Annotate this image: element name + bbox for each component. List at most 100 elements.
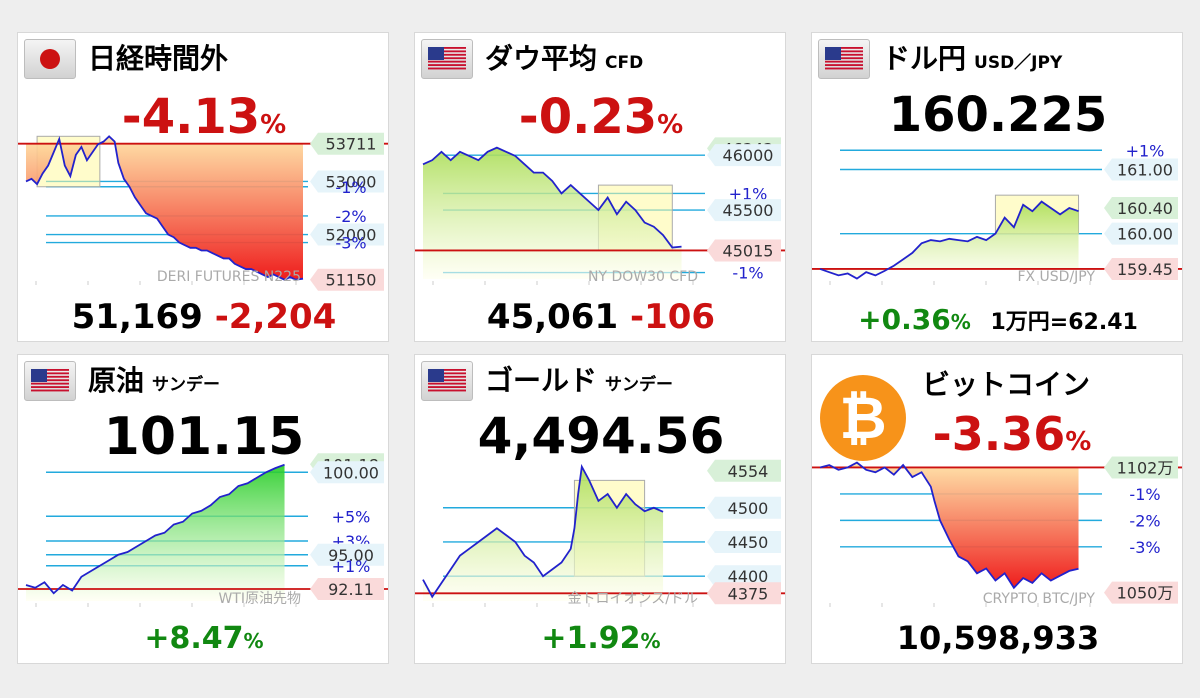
- price-value: 160.225: [888, 87, 1108, 143]
- price-tag: [310, 170, 384, 193]
- axis-label: 4500: [728, 499, 769, 518]
- axis-label: 1050万: [1117, 584, 1174, 603]
- footer-values: +0.36% 1万円=62.41: [858, 303, 1138, 336]
- price-tag: [707, 530, 781, 553]
- price-tag: [707, 239, 781, 262]
- axis-label: 4400: [728, 567, 769, 586]
- panel-title: ダウ平均 CFD: [485, 42, 644, 75]
- price-tag: [707, 459, 781, 482]
- panel-title: ゴールド サンデー: [485, 364, 674, 397]
- series-area: [820, 201, 1079, 279]
- footer-values: 51,169 -2,204: [71, 297, 337, 337]
- chart-usdjpy: FX USD/JPY +1%161.00 160.40 160.00 159.45: [812, 141, 1182, 285]
- axis-label: +5%: [332, 507, 371, 526]
- chart-nikkei: DERI FUTURES N225 53711 53000-1% -2%52000-3…: [18, 132, 388, 291]
- price-tag: [310, 132, 384, 155]
- change-percent: -0.23%: [518, 89, 684, 145]
- axis-label: 161.00: [1117, 161, 1173, 180]
- series-area: [26, 136, 303, 280]
- axis-label: 4554: [728, 462, 769, 481]
- axis-label: +1%: [1126, 141, 1165, 160]
- price-tag: [310, 543, 384, 566]
- footer-values: +8.47%: [144, 621, 264, 656]
- chart-bitcoin: CRYPTO BTC/JPY 1102万 -1% -2% -3% 1050万: [812, 456, 1182, 607]
- change-percent: -4.13%: [121, 89, 287, 145]
- price-tag: [1104, 257, 1178, 280]
- series-line: [819, 461, 1079, 590]
- series-area: [26, 464, 285, 601]
- japan-flag-icon: [24, 39, 76, 79]
- price-tag: [1104, 197, 1178, 219]
- change-percent: -3.36%: [932, 407, 1092, 461]
- axis-label: 160.40: [1117, 199, 1173, 218]
- axis-label: 53711: [326, 135, 377, 154]
- panel-usdjpy[interactable]: ドル円 USD／JPY 160.225 FX USD/JPY +1% 161.00 16…: [811, 32, 1183, 342]
- us-flag-icon: [818, 39, 870, 79]
- series-line: [25, 135, 304, 281]
- series-line: [422, 146, 682, 249]
- axis-label: 51150: [326, 271, 377, 290]
- yen-conversion: 1万円=62.41: [990, 310, 1138, 335]
- series-area: [820, 462, 1079, 588]
- series-area: [423, 466, 664, 601]
- axis-label: -2%: [1129, 511, 1160, 530]
- axis-label: 1102万: [1117, 458, 1174, 477]
- price-value: 101.15: [103, 407, 305, 467]
- price-tag: [310, 577, 384, 600]
- footer-values: 10,598,933: [896, 619, 1100, 657]
- us-flag-graphic: [428, 369, 466, 392]
- us-flag-graphic: [428, 47, 466, 70]
- panel-nikkei[interactable]: 日経時間外 -4.13% DERI FUTURES N225 53711 53000…: [17, 32, 389, 342]
- us-flag-icon: [421, 39, 473, 79]
- axis-label: 92.11: [328, 580, 374, 599]
- price-tag: [707, 496, 781, 519]
- chart-crude-oil: WTI原油先物101.18100.00+5%+3%95.00+1%92.11: [18, 453, 388, 607]
- panel-title: ビットコイン: [922, 368, 1091, 401]
- axis-label: 45015: [723, 241, 774, 260]
- bitcoin-icon: ₿: [820, 375, 906, 461]
- axis-label: 46000: [723, 146, 774, 165]
- price-tag: [310, 461, 384, 484]
- axis-label: -1%: [732, 264, 763, 283]
- us-flag-graphic: [825, 47, 863, 70]
- us-flag-icon: [24, 361, 76, 401]
- price-tag: [707, 199, 781, 222]
- axis-label: 53000: [326, 172, 377, 191]
- axis-label: 100.00: [323, 463, 379, 482]
- price-tag: [1104, 158, 1178, 181]
- us-flag-graphic: [31, 369, 69, 392]
- price-tag: [707, 144, 781, 167]
- axis-label: +1%: [729, 184, 768, 203]
- chart-watermark: CRYPTO BTC/JPY: [983, 591, 1096, 607]
- panel-bitcoin[interactable]: ₿ ビットコイン -3.36% CRYPTO BTC/JPY 1102万 -1% -2…: [811, 354, 1183, 664]
- axis-label: 4375: [728, 584, 769, 603]
- panel-title: 日経時間外: [88, 42, 229, 75]
- price-tag: [707, 565, 781, 588]
- price-value: 4,494.56: [477, 407, 725, 465]
- panel-title: 原油 サンデー: [88, 364, 221, 397]
- axis-label: 52000: [326, 226, 377, 245]
- axis-label: -3%: [1129, 538, 1160, 557]
- panel-title: ドル円 USD／JPY: [882, 42, 1063, 75]
- panel-gold[interactable]: ゴールド サンデー 4,494.56 金トロイオンス/ドル 4554 4500 4450…: [414, 354, 786, 664]
- footer-values: +1.92%: [541, 621, 661, 656]
- axis-label: -3%: [335, 234, 366, 253]
- us-flag-icon: [421, 361, 473, 401]
- axis-label: 4450: [728, 533, 769, 552]
- series-area: [423, 147, 682, 279]
- price-tag: [310, 268, 384, 291]
- price-tag: [310, 223, 384, 246]
- price-tag: [1104, 456, 1178, 479]
- series-line: [25, 463, 285, 595]
- axis-label: -1%: [1129, 485, 1160, 504]
- series-line: [422, 463, 664, 599]
- chart-watermark: 金トロイオンス/ドル: [568, 591, 698, 607]
- price-tag: [1104, 222, 1178, 245]
- footer-values: 45,061 -106: [486, 297, 716, 337]
- series-line: [819, 200, 1079, 280]
- axis-label: 45500: [723, 201, 774, 220]
